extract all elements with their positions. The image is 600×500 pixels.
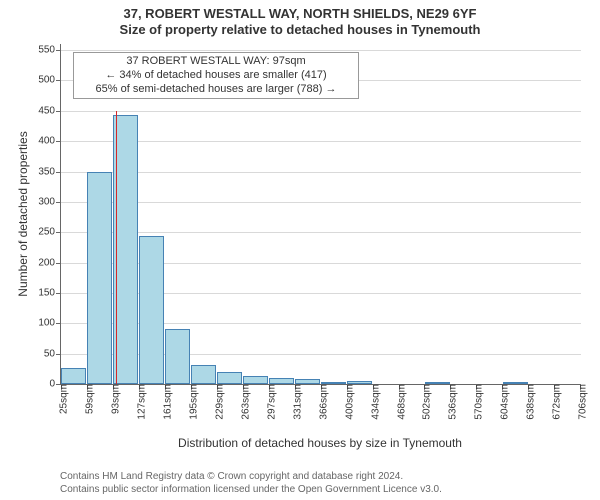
ytick-label: 100 — [38, 318, 61, 329]
ytick-label: 150 — [38, 287, 61, 298]
histogram-bar — [87, 172, 112, 385]
ytick-label: 250 — [38, 227, 61, 238]
xtick-label: 706sqm — [572, 384, 589, 420]
y-axis-label: Number of detached properties — [16, 131, 30, 296]
histogram-bar — [191, 365, 216, 384]
xtick-label: 366sqm — [312, 384, 329, 420]
xtick-label: 93sqm — [104, 384, 121, 414]
gridline — [61, 172, 581, 173]
chart-title-line1: 37, ROBERT WESTALL WAY, NORTH SHIELDS, N… — [0, 0, 600, 22]
xtick-label: 672sqm — [546, 384, 563, 420]
gridline — [61, 232, 581, 233]
ytick-label: 400 — [38, 136, 61, 147]
ytick-label: 550 — [38, 45, 61, 56]
chart-title-line2: Size of property relative to detached ho… — [0, 22, 600, 38]
gridline — [61, 111, 581, 112]
xtick-label: 604sqm — [494, 384, 511, 420]
xtick-label: 570sqm — [468, 384, 485, 420]
xtick-label: 25sqm — [53, 384, 70, 414]
xtick-label: 434sqm — [364, 384, 381, 420]
xtick-label: 297sqm — [260, 384, 277, 420]
xtick-label: 400sqm — [338, 384, 355, 420]
footer-attribution: Contains HM Land Registry data © Crown c… — [60, 470, 442, 496]
xtick-label: 59sqm — [78, 384, 95, 414]
x-axis-label: Distribution of detached houses by size … — [178, 436, 462, 450]
annotation-line3: 65% of semi-detached houses are larger (… — [78, 83, 354, 97]
xtick-label: 195sqm — [182, 384, 199, 420]
xtick-label: 536sqm — [442, 384, 459, 420]
annotation-line1: 37 ROBERT WESTALL WAY: 97sqm — [78, 55, 354, 69]
ytick-label: 300 — [38, 196, 61, 207]
histogram-bar — [217, 372, 242, 384]
histogram-bar — [61, 368, 86, 384]
histogram-bar — [139, 236, 164, 384]
annotation-line2: ← 34% of detached houses are smaller (41… — [78, 69, 354, 83]
histogram-bar — [243, 376, 268, 384]
gridline — [61, 50, 581, 51]
xtick-label: 229sqm — [208, 384, 225, 420]
xtick-label: 331sqm — [286, 384, 303, 420]
ytick-label: 350 — [38, 166, 61, 177]
ytick-label: 50 — [44, 348, 61, 359]
xtick-label: 127sqm — [130, 384, 147, 420]
property-marker-line — [116, 111, 117, 384]
xtick-label: 263sqm — [234, 384, 251, 420]
xtick-label: 502sqm — [416, 384, 433, 420]
xtick-label: 161sqm — [156, 384, 173, 420]
xtick-label: 638sqm — [520, 384, 537, 420]
xtick-label: 468sqm — [390, 384, 407, 420]
annotation-box: 37 ROBERT WESTALL WAY: 97sqm ← 34% of de… — [73, 52, 359, 99]
histogram-bar — [165, 329, 190, 384]
ytick-label: 450 — [38, 105, 61, 116]
ytick-label: 200 — [38, 257, 61, 268]
footer-line1: Contains HM Land Registry data © Crown c… — [60, 470, 442, 483]
gridline — [61, 202, 581, 203]
ytick-label: 500 — [38, 75, 61, 86]
gridline — [61, 141, 581, 142]
footer-line2: Contains public sector information licen… — [60, 483, 442, 496]
